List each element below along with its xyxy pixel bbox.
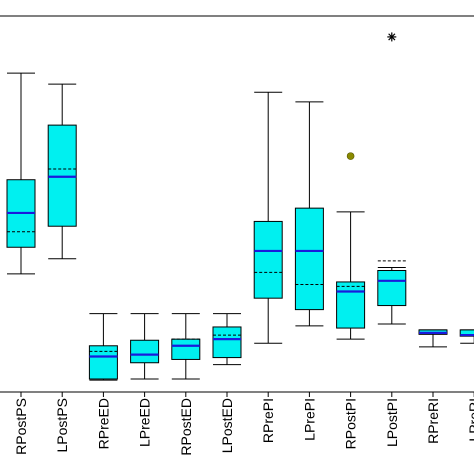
box-LPreED [130,313,160,380]
x-tick-label-RPreRI: RPreRI [425,398,441,444]
box-RPreRI [418,329,448,348]
x-tick-label-RPostPI: RPostPI [343,398,359,449]
x-tick-label-LPostPS: LPostPS [54,398,70,452]
x-tick-label-RPostPS: RPostPS [13,398,29,455]
box-body [47,124,77,227]
box-body [253,220,283,299]
x-tick-label-RPostED: RPostED [178,398,194,456]
box-RPreED [88,313,118,381]
box-LPreRI [459,329,474,344]
box-body [212,326,242,359]
box-body [88,345,118,380]
boxes-layer [6,32,474,381]
outlier-dot [346,152,355,160]
x-tick-label-RPreED: RPreED [95,398,111,449]
plot-frame [0,15,474,393]
box-body [459,329,474,337]
box-body [336,281,366,329]
box-LPostED [212,313,242,366]
box-RPostED [171,313,201,380]
box-RPrePI [253,91,283,344]
x-tick-label-LPrePI: LPrePI [301,398,317,441]
x-tick-label-RPrePI: RPrePI [260,398,276,443]
box-body [294,207,324,311]
tick-labels: RPostPS LPostPS RPreED LPreED RPostED LPostED… [13,392,474,456]
outlier-star-stroke [388,33,396,41]
box-RPostPS [6,72,36,275]
x-tick-label-LPostED: LPostED [219,398,235,453]
box-body [171,338,201,360]
box-body [377,270,407,307]
box-LPostPS [47,83,77,260]
box-LPostPI [377,32,407,325]
x-tick-label-LPostPI: LPostPI [384,398,400,447]
outlier-star [387,32,397,42]
box-LPrePI [294,101,324,327]
box-body [130,339,160,364]
box-RPostPI [336,152,366,340]
x-tick-label-LPreRI: LPreRI [466,398,474,442]
x-tick-label-LPreED: LPreED [137,398,153,447]
